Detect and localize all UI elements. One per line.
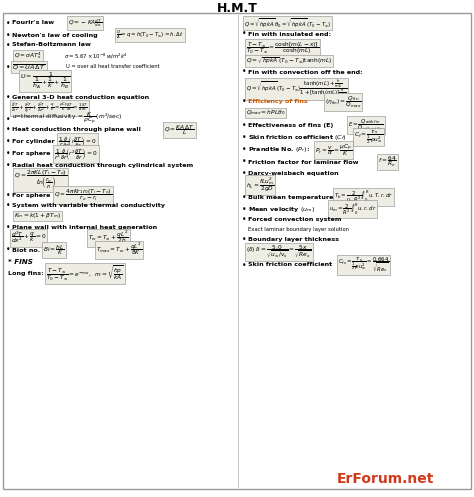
Text: Skin friction coefficient $(C_f)$: Skin friction coefficient $(C_f)$ (248, 133, 347, 142)
Text: $\dfrac{T-T_\infty}{T_0-T_\infty}=e^{-mx}$,  $m=\sqrt{\dfrac{hp}{kA}}$: $\dfrac{T-T_\infty}{T_0-T_\infty}=e^{-mx… (46, 263, 124, 283)
Text: Effectiveness of fins (E): Effectiveness of fins (E) (248, 122, 333, 128)
Text: Mean velocity $(u_m)$: Mean velocity $(u_m)$ (248, 204, 315, 214)
Text: Darcy-weisbach equation: Darcy-weisbach equation (248, 170, 338, 175)
Text: •: • (242, 133, 246, 142)
Text: Skin friction coefficient: Skin friction coefficient (248, 262, 332, 267)
Text: $Q=\sqrt{hpkA}\,(T_0-T_\infty)\tanh(mL)$: $Q=\sqrt{hpkA}\,(T_0-T_\infty)\tanh(mL)$ (246, 56, 332, 66)
Text: H.M.T: H.M.T (217, 2, 257, 15)
Text: •: • (6, 92, 10, 101)
Text: $Q=-KA\frac{dT}{dx}$: $Q=-KA\frac{dT}{dx}$ (68, 17, 102, 29)
Text: $C_{fs}=\dfrac{\tau_s}{\frac{1}{2}\rho u_\infty^2}=\dfrac{0.664}{\sqrt{Re_x}}$: $C_{fs}=\dfrac{\tau_s}{\frac{1}{2}\rho u… (338, 255, 390, 274)
Text: Bulk mean temperature: Bulk mean temperature (248, 194, 333, 199)
Text: $Q=\dfrac{2\pi KL(T_i-T_o)}{\ell n\!\left(\dfrac{r_o}{r_i}\right)}$: $Q=\dfrac{2\pi KL(T_i-T_o)}{\ell n\!\lef… (14, 168, 67, 191)
Text: U = over all heat transfer coefficient: U = over all heat transfer coefficient (66, 65, 159, 70)
Text: $T_w=T_\infty+\dfrac{qL^2}{2h}$: $T_w=T_\infty+\dfrac{qL^2}{2h}$ (88, 230, 129, 246)
Text: •: • (242, 158, 246, 166)
Text: $\frac{Q}{A}=q=h(T_0-T_\infty)=h.\Delta t$: $\frac{Q}{A}=q=h(T_0-T_\infty)=h.\Delta … (116, 29, 184, 41)
Text: Fin with convection off the end:: Fin with convection off the end: (248, 70, 363, 75)
Text: $u_m=\dfrac{2}{R^2}\int_0^R u.r.dr$: $u_m=\dfrac{2}{R^2}\int_0^R u.r.dr$ (329, 201, 376, 217)
Text: $\dfrac{T-T_\infty}{T_0-T_\infty}=\dfrac{\cosh[m(L-x)]}{\cosh(mL)}$: $\dfrac{T-T_\infty}{T_0-T_\infty}=\dfrac… (246, 40, 319, 56)
Text: •: • (242, 146, 246, 155)
Text: •: • (6, 150, 10, 159)
Text: $Q=\sqrt{hpkA}\,(T_0-T_\infty)\dfrac{\tanh(mL)+\frac{h}{mk}}{1+[\tanh(mL)]\frac{: $Q=\sqrt{hpkA}\,(T_0-T_\infty)\dfrac{\ta… (246, 79, 347, 99)
Text: Boundary layer thickness: Boundary layer thickness (248, 237, 339, 242)
Text: $\dfrac{d^2T}{dx^2}+\dfrac{q}{k}=0$: $\dfrac{d^2T}{dx^2}+\dfrac{q}{k}=0$ (11, 230, 46, 246)
Text: Heat conduction through plane wall: Heat conduction through plane wall (12, 128, 141, 133)
Text: •: • (242, 204, 246, 214)
Text: Forced convection system: Forced convection system (248, 218, 341, 223)
FancyBboxPatch shape (3, 13, 471, 489)
Text: ErForum.net: ErForum.net (337, 472, 434, 486)
Text: Efficiency of fins: Efficiency of fins (248, 99, 308, 104)
Text: •: • (6, 246, 10, 254)
Text: $(\delta)\;\delta=\dfrac{5.0}{\sqrt{u_\infty/v_s}}=\dfrac{5x}{\sqrt{Re_x}}$: $(\delta)\;\delta=\dfrac{5.0}{\sqrt{u_\i… (246, 244, 311, 260)
Text: •: • (6, 223, 10, 232)
Text: Radial heat conduction through cylindrical system: Radial heat conduction through cylindric… (12, 163, 193, 167)
Text: •: • (242, 29, 246, 38)
Text: •: • (6, 63, 10, 72)
Text: For sphere: For sphere (12, 192, 50, 197)
Text: For sphere: For sphere (12, 152, 50, 157)
Text: $\alpha$=thermal diffusivity $=\dfrac{K}{\rho C_p}\,(m^2/sec)$: $\alpha$=thermal diffusivity $=\dfrac{K}… (12, 111, 123, 127)
Text: $Q_{max}=hPL\theta_0$: $Q_{max}=hPL\theta_0$ (246, 109, 285, 117)
Text: $P_r=\dfrac{v}{\alpha}=\dfrac{\mu C_p}{K}$: $P_r=\dfrac{v}{\alpha}=\dfrac{\mu C_p}{K… (315, 142, 352, 158)
Text: •: • (242, 97, 246, 106)
Text: •: • (6, 40, 10, 50)
Text: $Bi=\dfrac{hL}{K}$: $Bi=\dfrac{hL}{K}$ (43, 243, 65, 257)
Text: Biot no.: Biot no. (12, 248, 40, 252)
Text: $Q=\sqrt{hpkA}\,\theta_0=\sqrt{hpkA}\,(T_0-T_\infty)$: $Q=\sqrt{hpkA}\,\theta_0=\sqrt{hpkA}\,(T… (244, 16, 331, 30)
Text: Stefan-Boltzmann law: Stefan-Boltzmann law (12, 43, 91, 48)
Text: Prandtle No. $(P_r)$:: Prandtle No. $(P_r)$: (248, 146, 310, 155)
Text: •: • (6, 161, 10, 169)
Text: $Q=\dfrac{4\pi Kr_1r_0(T_i-T_o)}{r_o-r_i}$: $Q=\dfrac{4\pi Kr_1r_0(T_i-T_o)}{r_o-r_i… (54, 187, 112, 203)
Text: $Q=\sigma AT_s^4$: $Q=\sigma AT_s^4$ (14, 51, 42, 62)
Text: •: • (6, 138, 10, 147)
Text: System with variable thermal conductivity: System with variable thermal conductivit… (12, 203, 165, 209)
Text: •: • (6, 201, 10, 211)
Text: Plane wall with internal heat generation: Plane wall with internal heat generation (12, 225, 157, 230)
Text: •: • (6, 18, 10, 27)
Text: $\sigma=5.67\times10^{-8}\,w/m^2k^4$: $\sigma=5.67\times10^{-8}\,w/m^2k^4$ (64, 51, 128, 61)
Text: $K_m=k(1+\beta T_m)$: $K_m=k(1+\beta T_m)$ (14, 212, 61, 221)
Text: $\dfrac{1}{r}\dfrac{\partial}{\partial r}\!\left(r\dfrac{\partial T}{\partial r}: $\dfrac{1}{r}\dfrac{\partial}{\partial r… (58, 134, 97, 150)
Text: •: • (6, 30, 10, 39)
Text: $\dfrac{1}{r^2}\dfrac{\partial}{\partial r}\!\left(r^2\dfrac{\partial T}{\partia: $\dfrac{1}{r^2}\dfrac{\partial}{\partial… (54, 146, 98, 162)
Text: •: • (242, 235, 246, 244)
Text: $E=\dfrac{Q_{with\,fin}}{Q_{without\,fin}}$: $E=\dfrac{Q_{with\,fin}}{Q_{without\,fin… (348, 117, 384, 133)
Text: $Q=\dfrac{KA\,\Delta T}{L}$: $Q=\dfrac{KA\,\Delta T}{L}$ (164, 123, 195, 137)
Text: $C_f=\dfrac{\tau_s}{\frac{1}{2}\rho u_\infty^2}$: $C_f=\dfrac{\tau_s}{\frac{1}{2}\rho u_\i… (354, 128, 383, 146)
Text: $\frac{\partial^2T}{\partial x^2}+\frac{\partial^2T}{\partial y^2}+\frac{\partia: $\frac{\partial^2T}{\partial x^2}+\frac{… (11, 100, 88, 116)
Text: $\overline{Q=UA\,\Delta T}$: $\overline{Q=UA\,\Delta T}$ (12, 63, 46, 72)
Text: $h_L=\dfrac{fLu_m^2}{2gD}$: $h_L=\dfrac{fLu_m^2}{2gD}$ (246, 176, 274, 194)
Text: Newton's law of cooling: Newton's law of cooling (12, 32, 98, 37)
Text: Fourir's law: Fourir's law (12, 20, 54, 25)
Text: * FINS: * FINS (8, 259, 33, 265)
Text: $f=\dfrac{64}{R_e}$: $f=\dfrac{64}{R_e}$ (378, 155, 397, 169)
Text: $T_b=\dfrac{2}{u_m R^2}\int_0^R u.T.r.dr$: $T_b=\dfrac{2}{u_m R^2}\int_0^R u.T.r.dr… (334, 188, 393, 205)
Text: •: • (242, 68, 246, 77)
Text: Fin with insulated end:: Fin with insulated end: (248, 31, 331, 36)
Text: •: • (6, 126, 10, 135)
Text: •: • (242, 216, 246, 225)
Text: Long fins:: Long fins: (8, 270, 44, 275)
Text: •: • (242, 120, 246, 130)
Text: $U=\dfrac{1}{\dfrac{1}{h_A}+\dfrac{1}{k}+\dfrac{1}{h_B}}$: $U=\dfrac{1}{\dfrac{1}{h_A}+\dfrac{1}{k}… (20, 71, 70, 91)
Text: Friction factor for laminar flow: Friction factor for laminar flow (248, 160, 358, 165)
Text: Exact laminar boundary layer solution: Exact laminar boundary layer solution (248, 227, 349, 232)
Text: •: • (6, 114, 10, 123)
Text: •: • (242, 168, 246, 177)
Text: $(\eta_{fin})=\dfrac{Q_{fin}}{Q_{max}}$: $(\eta_{fin})=\dfrac{Q_{fin}}{Q_{max}}$ (325, 94, 362, 110)
Text: $T_{max}=T_w+\dfrac{qL^2}{8K}$: $T_{max}=T_w+\dfrac{qL^2}{8K}$ (96, 242, 142, 258)
Text: •: • (242, 192, 246, 201)
Text: •: • (242, 260, 246, 269)
Text: General 3-D heat conduction equation: General 3-D heat conduction equation (12, 94, 149, 99)
Text: For cylinder: For cylinder (12, 140, 55, 145)
Text: •: • (6, 190, 10, 199)
